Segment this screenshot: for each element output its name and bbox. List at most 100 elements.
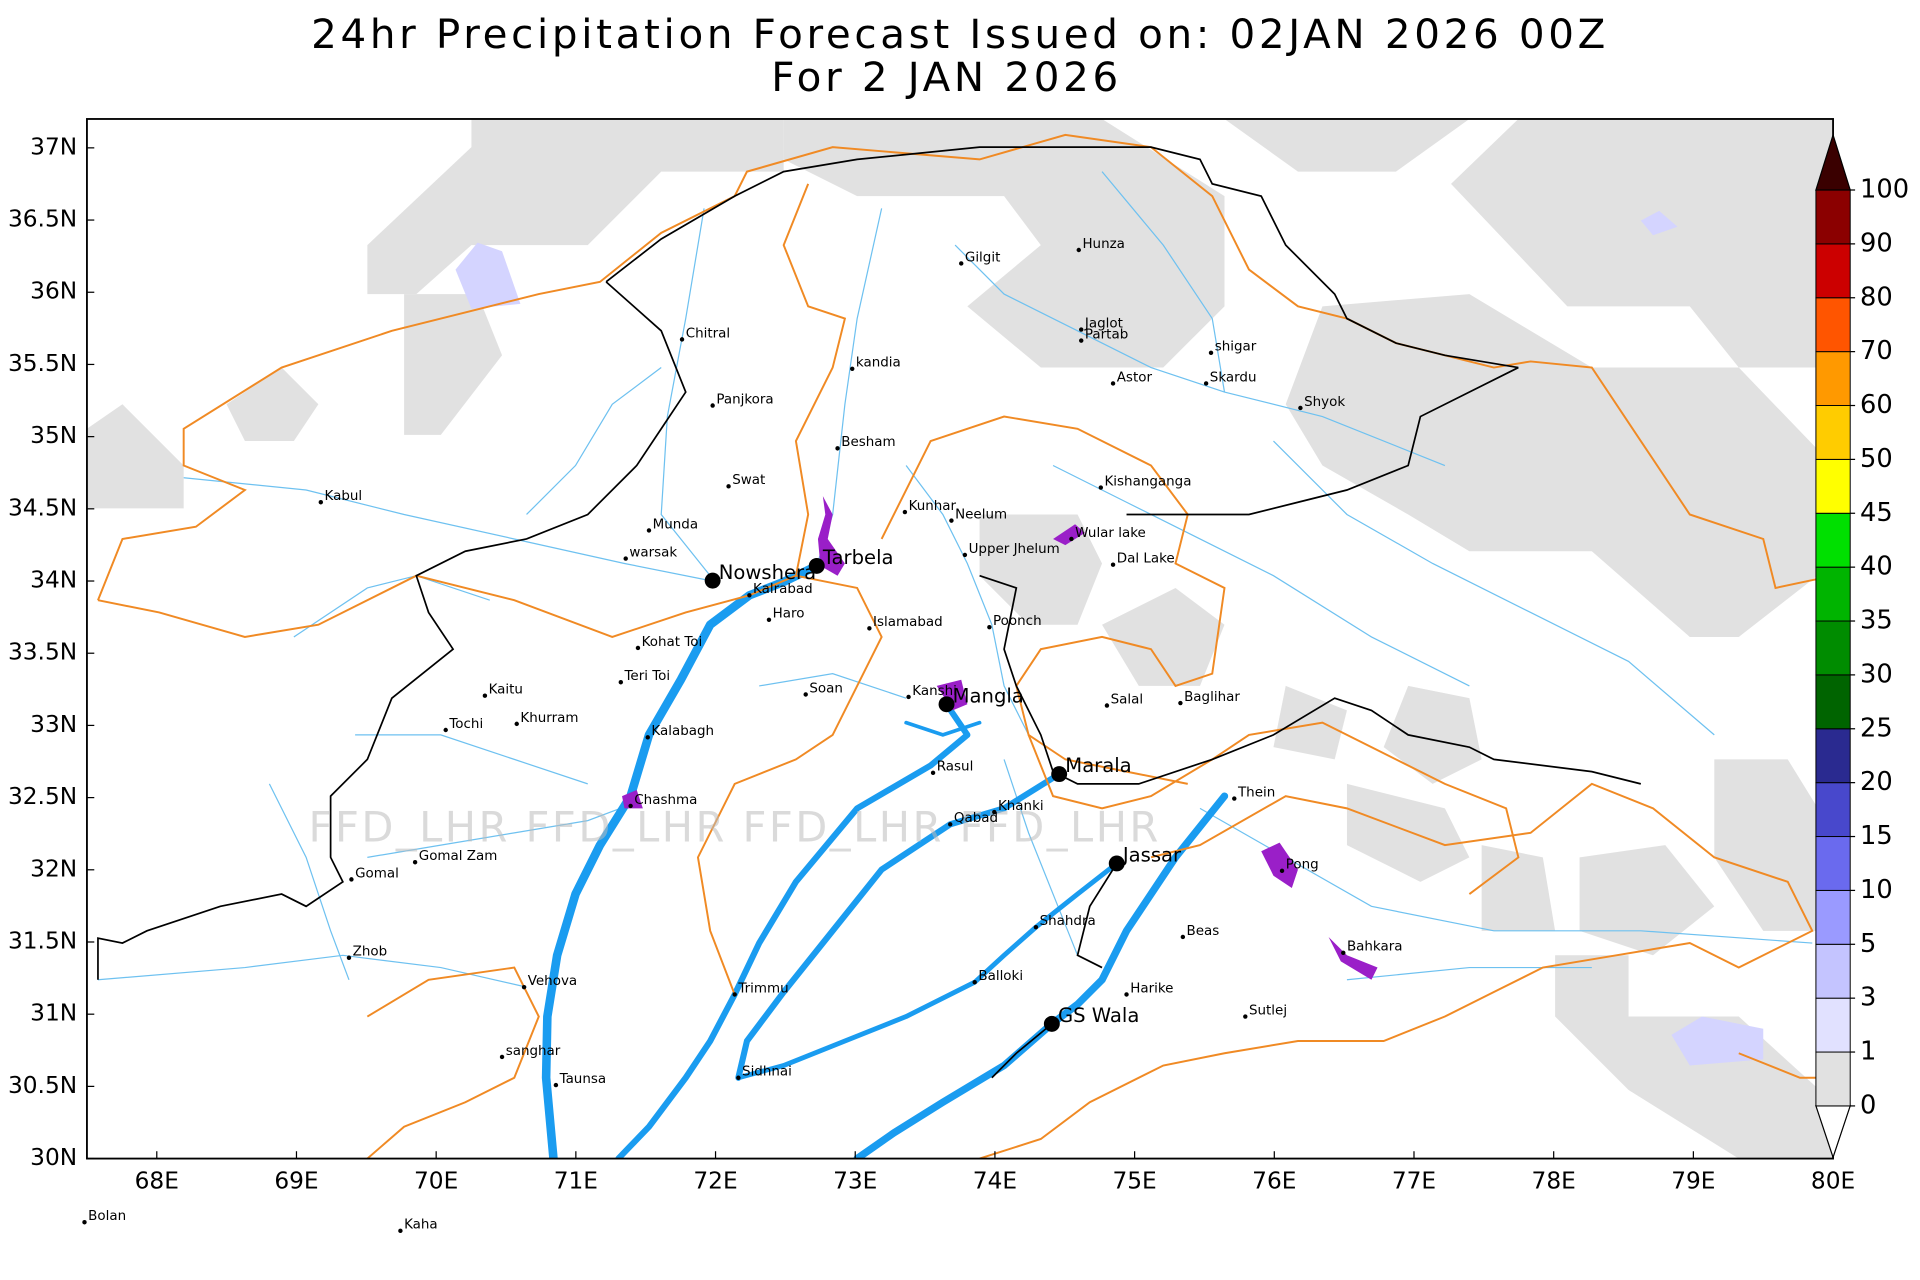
place-label: Teri Toi (623, 669, 670, 684)
place-marker (732, 992, 737, 997)
watermark: FFD_LHR FFD_LHR FFD_LHR FFD_LHR (309, 802, 1161, 851)
place-marker (412, 860, 418, 865)
place-marker (318, 500, 324, 505)
y-tick-label: 34.5N (8, 494, 77, 521)
place-marker (987, 624, 992, 630)
place-marker (867, 626, 872, 631)
place-label: warsak (629, 545, 677, 560)
place-label: Kanshi (912, 684, 957, 699)
colorbar-label: 40 (1860, 552, 1893, 582)
x-tick-label: 72E (693, 1167, 737, 1194)
title: 24hr Precipitation Forecast Issued on: 0… (311, 10, 1609, 58)
place-label: Kishanganga (1104, 474, 1191, 489)
colorbar-label: 1 (1860, 1037, 1876, 1067)
place-marker (1279, 868, 1285, 874)
y-tick-label: 35N (30, 422, 77, 449)
place-label: Poonch (993, 614, 1042, 629)
place-marker (1341, 950, 1346, 956)
colorbar-label: 45 (1860, 498, 1893, 528)
colorbar-segment (1815, 1051, 1851, 1107)
dam-marker (1051, 766, 1068, 783)
place-label: Skardu (1210, 370, 1257, 385)
place-marker (618, 680, 624, 685)
place-label: Kaitu (489, 683, 523, 698)
place-marker (349, 877, 354, 882)
place-marker (443, 727, 448, 733)
colorbar-label: 90 (1860, 228, 1893, 258)
place-marker (482, 693, 488, 698)
dam-marker (1043, 1015, 1060, 1032)
basin-boundaries (97, 133, 1834, 1159)
place-label: Khanki (998, 799, 1044, 814)
colorbar-segment (1815, 782, 1851, 838)
place-marker (1208, 350, 1214, 356)
place-label: sanghar (506, 1044, 561, 1059)
place-marker (948, 822, 953, 827)
place-marker (726, 484, 731, 489)
place-label: Tarbela (822, 546, 894, 569)
place-label: Shahdra (1040, 914, 1096, 929)
x-tick-label: 80E (1811, 1167, 1855, 1194)
place-marker (962, 552, 968, 558)
x-tick-label: 79E (1671, 1167, 1715, 1194)
place-label: Rasul (937, 760, 974, 775)
place-marker (553, 1082, 559, 1088)
colorbar-label: 70 (1860, 336, 1893, 366)
place-label: Bolan (88, 1209, 126, 1224)
y-tick-label: 36.5N (8, 206, 77, 233)
place-marker (1110, 381, 1116, 386)
dam-marker (704, 572, 721, 589)
place-marker (514, 721, 519, 727)
place-label: Khurram (520, 711, 578, 726)
place-label: Kalabagh (651, 724, 714, 739)
y-tick-label: 34N (30, 567, 77, 594)
place-label: Trimmu (737, 981, 788, 996)
colorbar-segment (1815, 512, 1851, 568)
place-marker (1079, 338, 1084, 343)
reservoirs (622, 496, 1378, 980)
place-marker (747, 593, 752, 598)
place-label: Balloki (978, 969, 1023, 984)
x-tick-label: 75E (1112, 1167, 1156, 1194)
colorbar-label: 80 (1860, 282, 1893, 312)
map-layers (86, 118, 1834, 1159)
place-marker (1033, 924, 1039, 930)
place-marker (1180, 934, 1186, 940)
place-label: Zhob (353, 945, 388, 960)
colorbar-label: 60 (1860, 390, 1893, 420)
place-marker (398, 1228, 403, 1234)
place-label: Harike (1130, 981, 1173, 996)
place-label: Kalrabad (753, 582, 813, 597)
place-label: Munda (653, 517, 698, 532)
colorbar-label: 10 (1860, 875, 1893, 905)
colorbar-segment (1815, 297, 1851, 353)
place-label: Islamabad (873, 615, 943, 630)
place-label: Hunza (1082, 237, 1124, 252)
place-marker (628, 803, 633, 809)
x-tick-label: 71E (554, 1167, 598, 1194)
colorbar-label: 50 (1860, 444, 1893, 474)
place-label: Kaha (404, 1218, 438, 1233)
place-label: Haro (773, 607, 805, 622)
place-label: Beas (1187, 924, 1220, 939)
place-label: Panjkora (716, 392, 773, 407)
place-label: Qabad (954, 811, 998, 826)
place-marker (1243, 1014, 1248, 1019)
place-marker (972, 980, 977, 985)
place-marker (635, 645, 641, 651)
colorbar-segment (1815, 889, 1851, 945)
place-marker (1178, 700, 1183, 706)
place-label: Swat (732, 473, 765, 488)
place-label: Sutlej (1249, 1003, 1287, 1018)
place-marker (1098, 485, 1104, 490)
place-marker (906, 694, 911, 700)
colorbar-segment (1815, 243, 1851, 299)
place-marker (850, 366, 855, 371)
place-label: Kohat Toi (642, 635, 703, 650)
colorbar-label: 0 (1860, 1090, 1876, 1120)
place-label: Mangla (953, 684, 1024, 707)
place-marker (1076, 247, 1081, 253)
x-tick-label: 78E (1532, 1167, 1576, 1194)
colorbar-segment (1815, 189, 1851, 245)
